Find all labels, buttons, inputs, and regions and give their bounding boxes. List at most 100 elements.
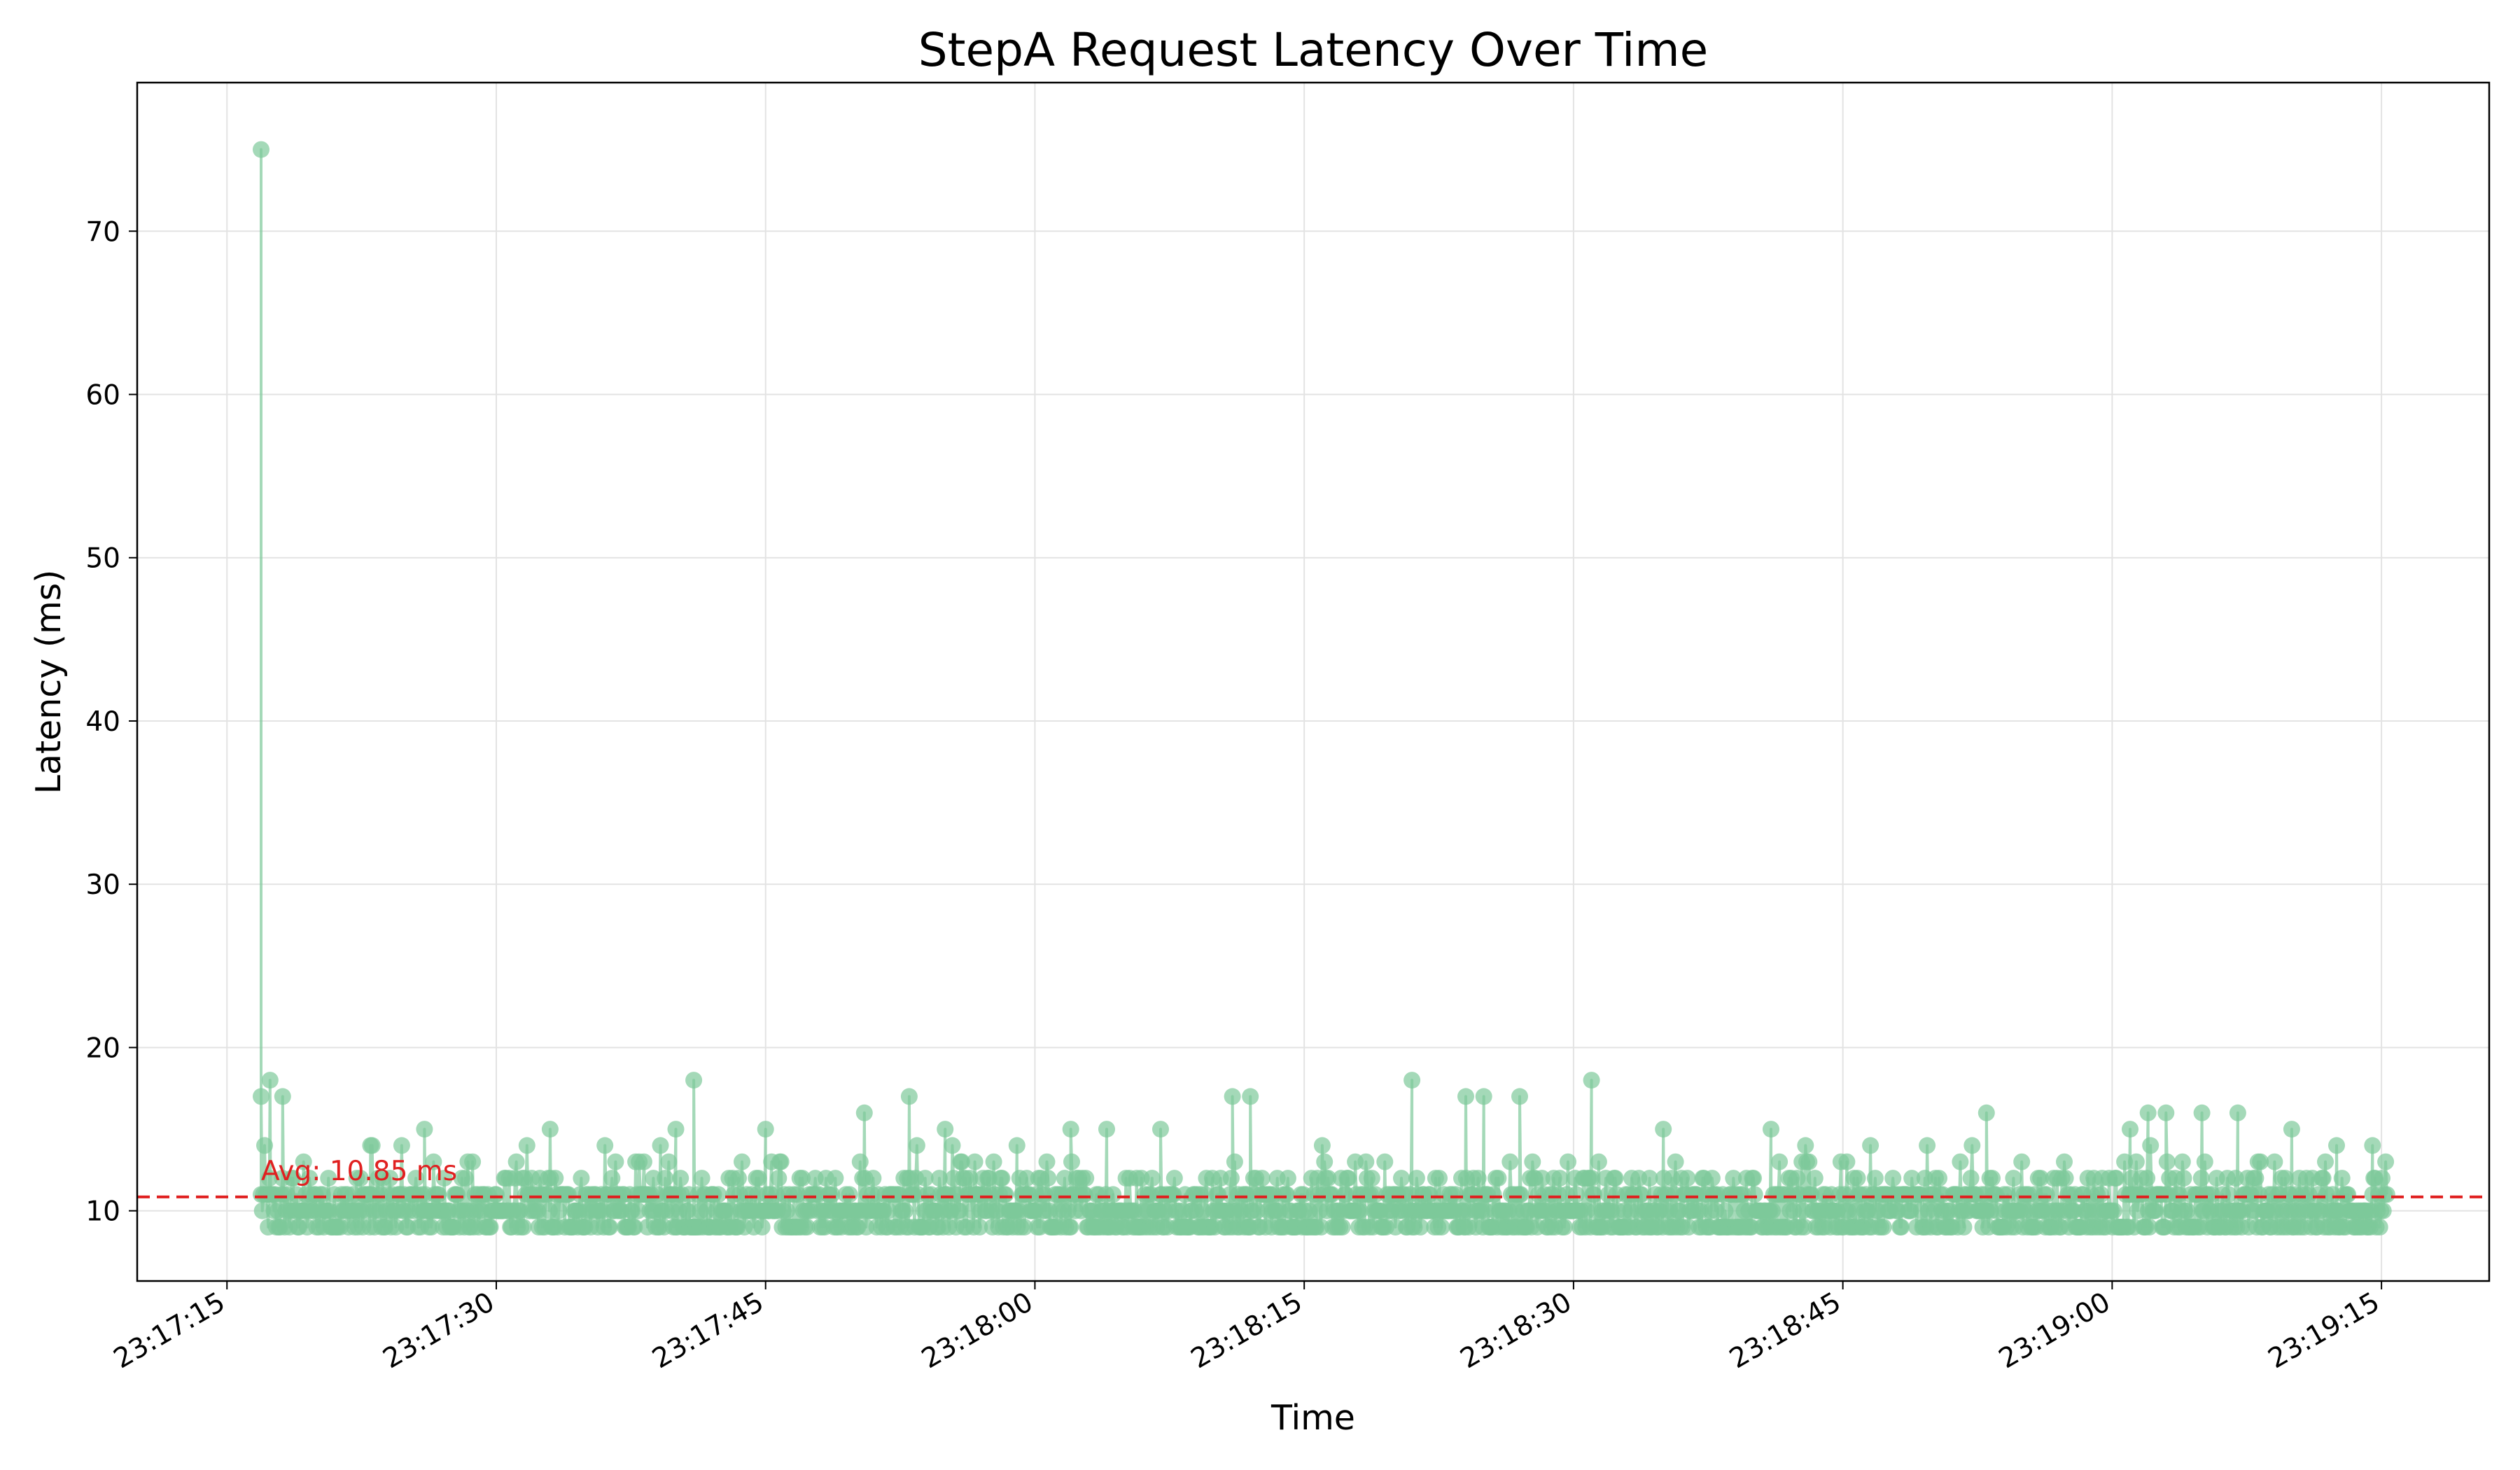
data-point [1931,1170,1947,1187]
data-point [2013,1153,2031,1170]
data-point [798,1219,816,1236]
data-point [1641,1170,1658,1187]
data-point [1224,1088,1241,1105]
data-point [1838,1153,1856,1170]
data-point [985,1153,1002,1170]
data-point [2266,1153,2283,1170]
y-tick-label: 50 [85,543,120,575]
data-point [966,1153,983,1170]
data-point [2283,1121,2300,1138]
data-point [1038,1153,1056,1170]
data-point [1077,1170,1095,1187]
data-point [890,1186,908,1203]
data-point [672,1170,690,1187]
data-point [393,1137,410,1154]
data-point [2105,1202,2122,1219]
data-point [2324,1186,2342,1203]
data-point [734,1153,750,1170]
data-point [2192,1170,2210,1187]
data-point [423,1219,440,1236]
data-point [851,1153,869,1170]
data-point [2247,1170,2264,1187]
data-point [301,1170,318,1187]
data-point [2038,1186,2055,1203]
data-point [1447,1186,1464,1203]
data-point [1567,1186,1585,1203]
data-point [507,1153,525,1170]
data-point [2127,1153,2145,1170]
data-point [1771,1153,1788,1170]
data-point [314,1186,331,1203]
data-point [1412,1219,1429,1236]
data-point [1196,1186,1214,1203]
data-point [482,1219,499,1236]
data-point [2032,1170,2050,1187]
data-point [2252,1153,2269,1170]
data-point [1632,1186,1650,1203]
data-point [1533,1170,1550,1187]
data-point [1866,1170,1884,1187]
data-point [1800,1153,1818,1170]
data-point [435,1170,453,1187]
data-point [1152,1121,1169,1138]
data-point [693,1170,710,1187]
data-point [1475,1088,1492,1105]
data-point [710,1186,727,1203]
data-point [1062,1121,1079,1138]
data-point [2116,1153,2134,1170]
data-point [260,1170,278,1187]
data-point [1679,1170,1696,1187]
data-point [2057,1170,2074,1187]
y-tick-label: 10 [85,1196,120,1228]
data-point [1763,1121,1779,1138]
data-point [2227,1170,2244,1187]
data-point [1312,1219,1330,1236]
average-label: Avg: 10.85 ms [261,1156,457,1187]
data-point [1903,1170,1921,1187]
data-point [2158,1153,2176,1170]
data-point [2371,1219,2388,1236]
data-point [514,1219,532,1236]
data-point [518,1137,536,1154]
data-point [1253,1170,1270,1187]
data-point [2374,1170,2390,1187]
data-point [993,1170,1011,1187]
data-point [2276,1170,2294,1187]
data-point [1919,1137,1936,1154]
data-point [1655,1121,1672,1138]
data-point [487,1186,505,1203]
data-point [980,1170,997,1187]
data-point [1802,1186,1820,1203]
data-point [1560,1153,1576,1170]
data-point [1797,1137,1814,1154]
data-point [2175,1170,2192,1187]
data-point [2193,1104,2211,1121]
data-point [1063,1153,1080,1170]
data-point [1320,1170,1337,1187]
data-point [1952,1153,1969,1170]
data-point [1875,1219,1892,1236]
data-point [363,1137,381,1154]
data-point [778,1202,796,1219]
data-point [1278,1186,1296,1203]
data-point [351,1170,369,1187]
data-point [1431,1170,1448,1187]
data-point [1016,1219,1033,1236]
y-tick-label: 70 [85,216,120,248]
data-point [573,1170,590,1187]
data-point [789,1186,806,1203]
data-point [1862,1137,1879,1154]
data-point [2229,1104,2246,1121]
data-point [559,1186,577,1203]
data-point [2056,1153,2073,1170]
data-point [1040,1170,1057,1187]
data-point [937,1121,954,1138]
data-point [880,1202,897,1219]
data-point [1884,1170,1902,1187]
data-point [944,1137,961,1154]
latency-series-points [253,141,2395,1236]
y-axis: 10 20 30 40 50 60 70 [85,216,137,1228]
data-point [1166,1170,1183,1187]
data-point [464,1153,482,1170]
